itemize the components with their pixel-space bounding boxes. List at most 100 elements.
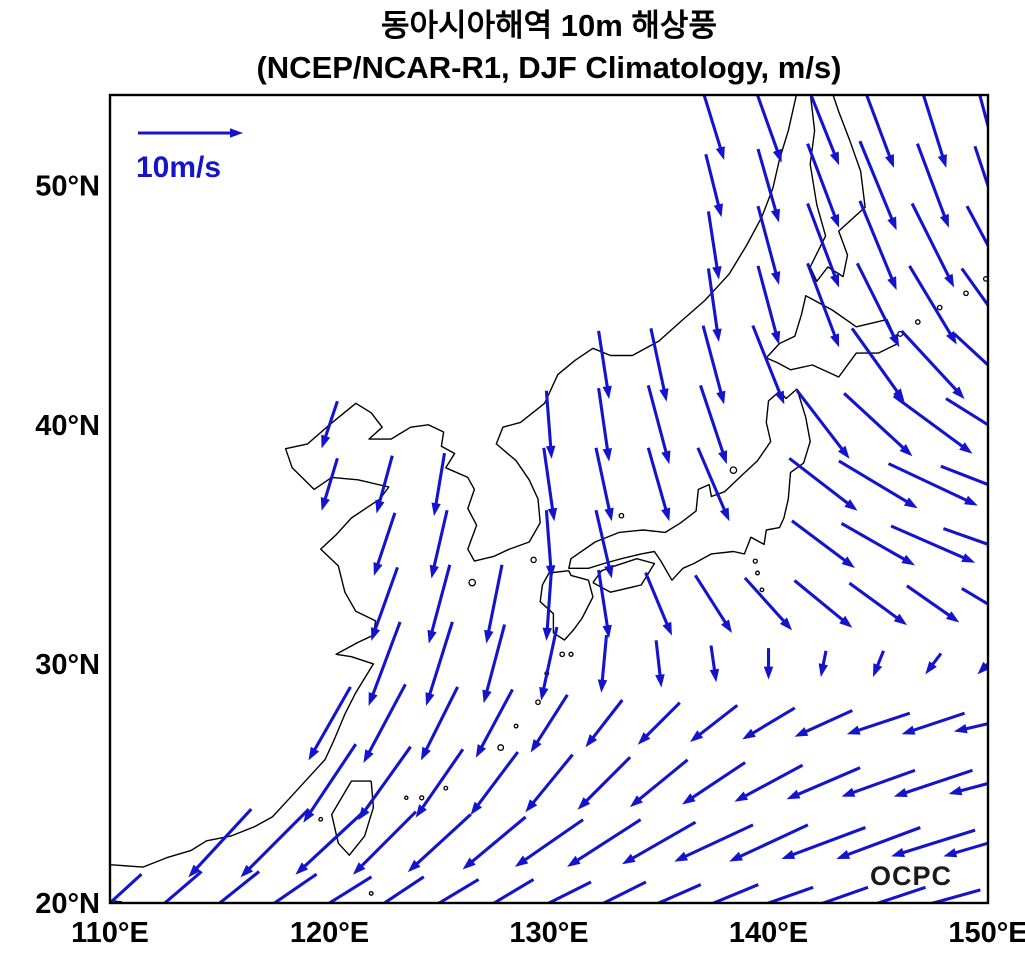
wind-vector-head xyxy=(661,450,671,465)
wind-vector-head xyxy=(991,152,1000,166)
wind-vector-shaft xyxy=(796,766,861,797)
wind-vector-head xyxy=(690,730,704,742)
wind-vector-shaft xyxy=(706,268,719,332)
wind-vector-shaft xyxy=(952,332,988,368)
wind-vector-shaft xyxy=(706,211,719,269)
wind-vector-shaft xyxy=(217,870,261,903)
island-dot xyxy=(497,744,505,752)
wind-vector-shaft xyxy=(597,569,610,628)
wind-vector-head xyxy=(846,725,861,735)
wind-vector-shaft xyxy=(545,880,592,903)
island-dot xyxy=(513,723,519,729)
wind-vector-head xyxy=(375,499,385,514)
wind-vector-shaft xyxy=(709,645,717,672)
lat-tick-label: 50°N xyxy=(35,171,100,203)
wind-vector-shaft xyxy=(486,564,504,634)
wind-vector-shaft xyxy=(470,815,527,864)
wind-vector-shaft xyxy=(856,711,911,733)
wind-vector-shaft xyxy=(323,400,339,439)
wind-vector-head xyxy=(715,146,725,160)
wind-vector-head xyxy=(818,663,828,677)
wind-vector-shaft xyxy=(541,626,559,691)
wind-vector-head xyxy=(830,273,840,288)
wind-vector-head xyxy=(429,564,439,579)
coastline-path xyxy=(765,295,899,378)
coastline-path xyxy=(539,570,594,641)
wind-vector-head xyxy=(484,629,494,644)
wind-vector-head xyxy=(771,271,781,285)
wind-vector-shaft xyxy=(750,706,796,736)
wind-vector-head xyxy=(567,855,581,867)
wind-vector-shaft xyxy=(420,748,465,810)
wind-vector-head xyxy=(937,154,947,168)
wind-vector-head xyxy=(420,746,431,761)
lon-tick-label: 140°E xyxy=(729,917,808,949)
wind-vector-shaft xyxy=(973,145,988,191)
wind-vector-head xyxy=(939,213,949,228)
wind-vector-head xyxy=(674,851,688,862)
wind-vector-head xyxy=(829,151,840,166)
wind-vector-head xyxy=(407,859,421,873)
wind-vector-shaft xyxy=(375,512,397,566)
ocpc-logo: OCPC xyxy=(870,861,952,891)
coastline-path xyxy=(592,558,656,593)
wind-vector-shaft xyxy=(371,621,402,697)
wind-vector-shaft xyxy=(743,763,804,798)
wind-vector-head xyxy=(1009,384,1022,396)
wind-vector-shaft xyxy=(763,885,814,903)
wind-vector-shaft xyxy=(436,878,480,903)
wind-vector-shaft xyxy=(945,397,988,427)
lon-tick-label: 150°E xyxy=(948,917,1025,949)
wind-vector-head xyxy=(977,661,988,675)
wind-vector-shaft xyxy=(915,143,947,218)
wind-vector-shaft xyxy=(858,200,894,281)
wind-vector-head xyxy=(622,853,636,865)
wind-vector-shaft xyxy=(890,524,966,560)
wind-vector-head xyxy=(530,739,542,753)
wind-vector-shaft xyxy=(699,384,725,455)
lat-axis-labels: 20°N 30°N 40°N 50°N xyxy=(35,171,100,920)
wind-vector-head xyxy=(943,848,958,858)
island-dot xyxy=(936,304,943,311)
wind-vector-head xyxy=(993,211,1002,225)
wind-vector-shaft xyxy=(940,464,988,487)
wind-vector-shaft xyxy=(535,693,569,745)
wind-vectors-layer xyxy=(110,95,1025,935)
wind-vector-head xyxy=(742,728,756,740)
wind-vector-head xyxy=(180,923,193,935)
wind-vector-head xyxy=(539,686,549,701)
coastline-path xyxy=(110,95,798,868)
wind-vector-shaft xyxy=(803,709,853,734)
wind-vector-shaft xyxy=(709,883,759,903)
wind-vector-shaft xyxy=(308,743,358,815)
wind-vector-head xyxy=(999,271,1009,285)
wind-vector-shaft xyxy=(542,447,555,511)
wind-vector-shaft xyxy=(479,688,514,749)
lon-tick-label: 110°E xyxy=(71,917,149,949)
wind-vector-shaft xyxy=(194,808,253,871)
wind-vector-head xyxy=(427,629,437,644)
wind-vector-head xyxy=(482,689,492,704)
wind-vector-head xyxy=(786,789,801,800)
wind-vector-head xyxy=(240,864,254,878)
wind-vector-shaft xyxy=(704,153,721,207)
wind-vector-head xyxy=(830,213,840,228)
wind-vector-head xyxy=(585,734,598,748)
wind-vector-head xyxy=(415,804,427,818)
wind-vector-shaft xyxy=(646,447,668,512)
wind-vector-shaft xyxy=(654,883,702,903)
island-dot xyxy=(752,558,758,564)
wind-vector-shaft xyxy=(738,823,809,859)
wind-vector-shaft xyxy=(751,325,782,395)
lon-tick-label: 120°E xyxy=(290,917,369,949)
wind-vector-head xyxy=(1021,494,1025,503)
wind-vector-shaft xyxy=(702,95,723,150)
wind-vector-shaft xyxy=(906,584,952,618)
wind-vector-shaft xyxy=(110,872,143,903)
island-dot xyxy=(568,651,574,657)
wind-vector-shaft xyxy=(594,447,611,511)
wind-vector-head xyxy=(763,666,774,680)
wind-vector-head xyxy=(841,787,856,797)
wind-vector-head xyxy=(295,862,309,875)
wind-vector-head xyxy=(887,216,897,231)
